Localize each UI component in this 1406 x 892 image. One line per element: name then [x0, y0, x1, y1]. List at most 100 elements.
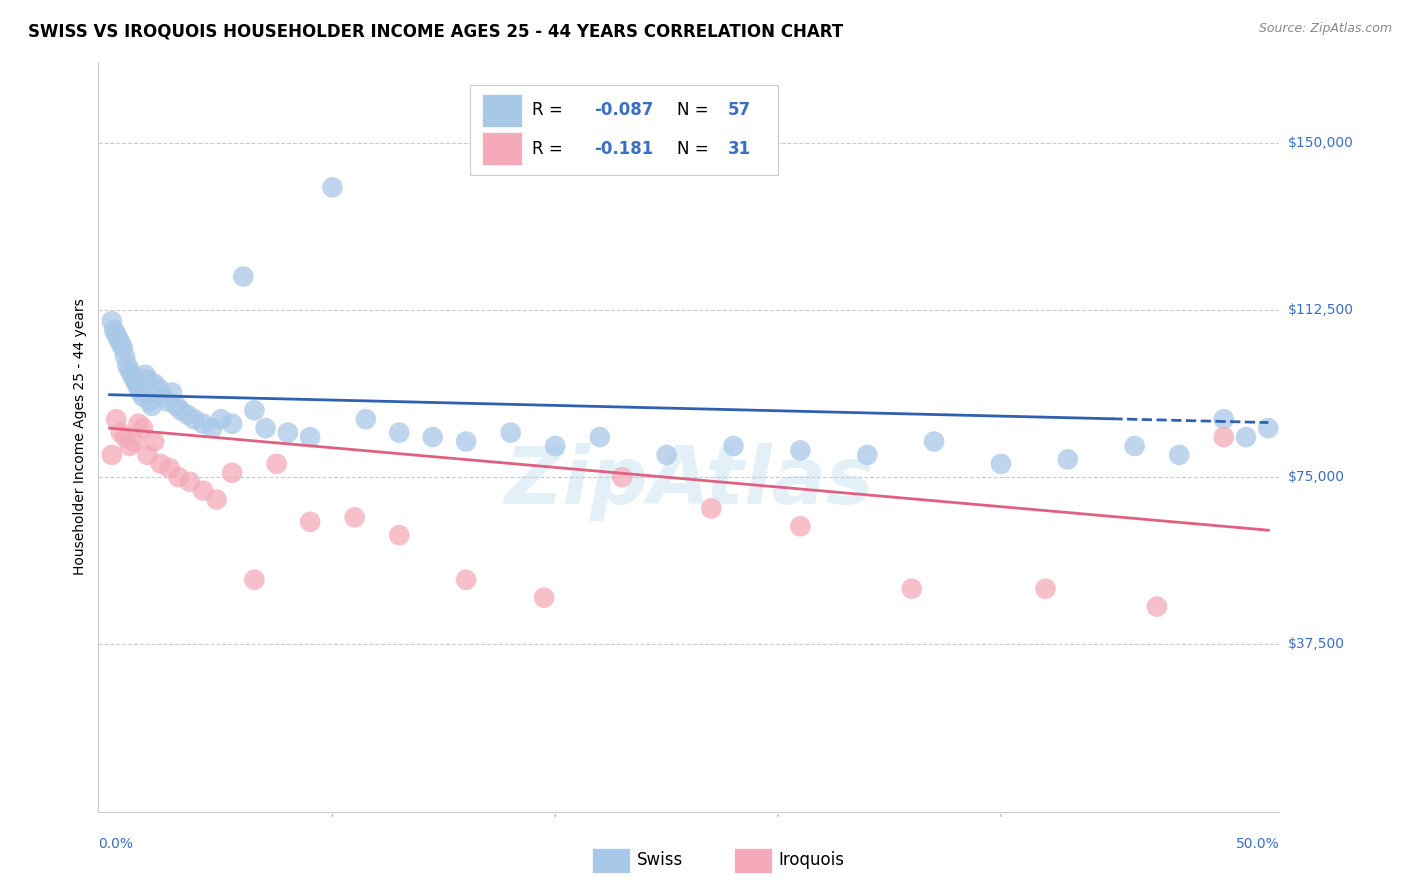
Point: [114, 430, 136, 444]
Text: R =: R =: [531, 102, 562, 120]
Text: ZipAtlas: ZipAtlas: [503, 443, 875, 521]
Text: N =: N =: [678, 102, 709, 120]
Text: -0.087: -0.087: [595, 102, 654, 120]
Point: [159, 461, 181, 475]
Point: [132, 421, 155, 435]
Point: [107, 332, 129, 346]
Text: N =: N =: [678, 140, 709, 158]
Point: [105, 327, 128, 342]
Point: [183, 412, 205, 426]
Point: [221, 466, 243, 480]
Y-axis label: Householder Income Ages 25 - 44 years: Householder Income Ages 25 - 44 years: [73, 299, 87, 575]
Text: 0.0%: 0.0%: [98, 837, 134, 851]
Point: [700, 501, 723, 516]
Point: [723, 439, 745, 453]
Point: [1212, 412, 1234, 426]
Point: [165, 399, 187, 413]
Point: [209, 412, 232, 426]
Point: [277, 425, 299, 440]
Point: [136, 448, 159, 462]
Point: [1234, 430, 1257, 444]
Point: [179, 475, 201, 489]
Point: [299, 515, 322, 529]
Point: [254, 421, 277, 435]
Point: [176, 408, 198, 422]
Text: 50.0%: 50.0%: [1236, 837, 1279, 851]
Point: [152, 390, 174, 404]
Point: [141, 399, 163, 413]
Point: [243, 403, 266, 417]
Point: [205, 492, 228, 507]
Text: SWISS VS IROQUOIS HOUSEHOLDER INCOME AGES 25 - 44 YEARS CORRELATION CHART: SWISS VS IROQUOIS HOUSEHOLDER INCOME AGE…: [28, 22, 844, 40]
Point: [114, 350, 136, 364]
Point: [589, 430, 612, 444]
Point: [655, 448, 678, 462]
Point: [1146, 599, 1168, 614]
Point: [110, 336, 132, 351]
Point: [221, 417, 243, 431]
Point: [789, 443, 811, 458]
Point: [111, 341, 134, 355]
Point: [122, 434, 145, 449]
Point: [121, 368, 143, 382]
Text: 31: 31: [728, 140, 751, 158]
Point: [232, 269, 254, 284]
Point: [110, 425, 132, 440]
Point: [1257, 421, 1279, 435]
Point: [422, 430, 444, 444]
Point: [1212, 430, 1234, 444]
Text: R =: R =: [531, 140, 562, 158]
Point: [343, 510, 366, 524]
Point: [388, 425, 411, 440]
Point: [1056, 452, 1078, 467]
Point: [128, 381, 150, 395]
Point: [321, 180, 343, 194]
Point: [544, 439, 567, 453]
Text: 57: 57: [728, 102, 751, 120]
Point: [125, 376, 148, 391]
Point: [132, 390, 155, 404]
Text: Swiss: Swiss: [637, 852, 683, 870]
Point: [191, 483, 214, 498]
Point: [148, 381, 170, 395]
Point: [101, 314, 124, 328]
Point: [499, 425, 522, 440]
Point: [134, 368, 156, 382]
FancyBboxPatch shape: [471, 85, 778, 175]
Point: [922, 434, 945, 449]
Text: $75,000: $75,000: [1288, 470, 1344, 484]
Point: [388, 528, 411, 542]
FancyBboxPatch shape: [592, 847, 630, 873]
Point: [143, 376, 166, 391]
FancyBboxPatch shape: [734, 847, 772, 873]
Point: [103, 323, 125, 337]
Point: [105, 412, 128, 426]
Point: [101, 448, 124, 462]
Text: -0.181: -0.181: [595, 140, 654, 158]
Point: [136, 372, 159, 386]
Point: [243, 573, 266, 587]
Point: [354, 412, 377, 426]
Point: [149, 457, 172, 471]
Point: [1168, 448, 1191, 462]
Point: [191, 417, 214, 431]
Point: [129, 385, 152, 400]
Point: [170, 403, 193, 417]
FancyBboxPatch shape: [482, 132, 523, 165]
Text: Iroquois: Iroquois: [779, 852, 845, 870]
Point: [143, 434, 166, 449]
Point: [456, 434, 478, 449]
Point: [118, 363, 141, 377]
Point: [160, 385, 183, 400]
FancyBboxPatch shape: [482, 94, 523, 127]
Point: [856, 448, 879, 462]
Text: $112,500: $112,500: [1288, 303, 1354, 317]
Text: $37,500: $37,500: [1288, 638, 1344, 651]
Point: [533, 591, 555, 605]
Point: [990, 457, 1012, 471]
Point: [900, 582, 922, 596]
Text: Source: ZipAtlas.com: Source: ZipAtlas.com: [1258, 22, 1392, 36]
Point: [266, 457, 288, 471]
Point: [610, 470, 633, 484]
Point: [128, 417, 150, 431]
